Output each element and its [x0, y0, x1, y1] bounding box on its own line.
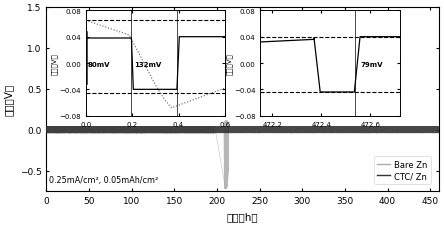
Text: 0.25mA/cm², 0.05mAh/cm²: 0.25mA/cm², 0.05mAh/cm² [49, 175, 158, 184]
Legend: Bare Zn, CTC/ Zn: Bare Zn, CTC/ Zn [374, 157, 431, 184]
X-axis label: 时间（h）: 时间（h） [227, 211, 258, 221]
Y-axis label: 电压（V）: 电压（V） [4, 84, 14, 116]
